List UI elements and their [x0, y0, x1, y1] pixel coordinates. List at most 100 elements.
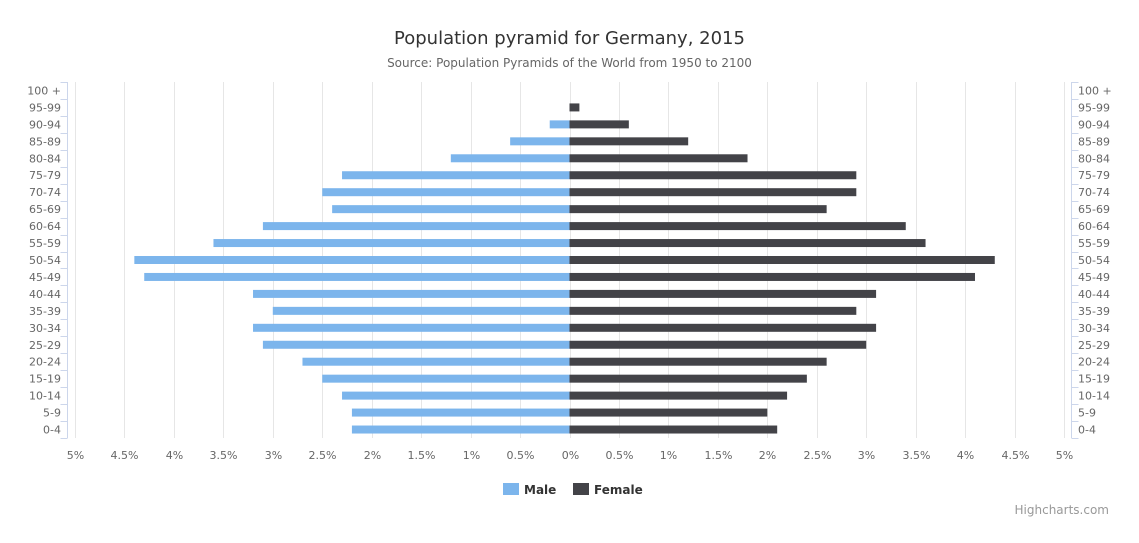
bar-male-50-54[interactable] [134, 256, 570, 264]
category-label-left: 5-9 [43, 407, 61, 420]
category-label-right: 90-94 [1078, 118, 1110, 131]
bar-male-25-29[interactable] [262, 340, 570, 349]
bar-female-25-29[interactable] [569, 340, 867, 349]
bar-male-90-94[interactable] [549, 120, 570, 129]
bar-male-85-89[interactable] [510, 137, 570, 146]
x-tick-label: 0.5% [507, 449, 535, 462]
category-label-right: 15-19 [1078, 373, 1110, 386]
bar-female-20-24[interactable] [569, 357, 827, 366]
category-label-right: 20-24 [1078, 356, 1110, 369]
legend-item-male[interactable]: Male [503, 483, 556, 497]
bar-female-35-39[interactable] [569, 306, 857, 315]
bar-female-90-94[interactable] [569, 120, 629, 129]
bar-female-30-34[interactable] [569, 323, 877, 332]
bar-female-80-84[interactable] [569, 154, 748, 163]
bar-male-60-64[interactable] [262, 222, 570, 231]
bar-male-80-84[interactable] [450, 154, 570, 163]
bar-female-55-59[interactable] [569, 239, 926, 248]
x-tick-label: 4% [957, 449, 974, 462]
x-tick-label: 1% [463, 449, 480, 462]
legend-label: Female [594, 483, 643, 497]
bar-male-65-69[interactable] [332, 205, 570, 214]
x-tick-label: 5% [67, 449, 84, 462]
credits-link[interactable]: Highcharts.com [1015, 503, 1109, 517]
category-label-left: 75-79 [29, 169, 61, 182]
bar-female-85-89[interactable] [569, 137, 689, 146]
bar-female-75-79[interactable] [569, 171, 857, 180]
category-label-right: 70-74 [1078, 186, 1110, 199]
bar-male-75-79[interactable] [342, 171, 570, 180]
bar-male-10-14[interactable] [342, 391, 570, 400]
x-tick-label: 3% [265, 449, 282, 462]
category-label-right: 95-99 [1078, 101, 1110, 114]
x-tick-label: 3% [858, 449, 875, 462]
bar-female-65-69[interactable] [569, 205, 827, 214]
category-label-left: 15-19 [29, 373, 61, 386]
bar-male-55-59[interactable] [213, 239, 570, 248]
category-label-right: 5-9 [1078, 407, 1096, 420]
category-label-right: 0-4 [1078, 424, 1096, 437]
x-tick-label: 3.5% [210, 449, 238, 462]
bar-female-60-64[interactable] [569, 222, 906, 231]
x-tick-label: 4.5% [111, 449, 139, 462]
legend-symbol [503, 483, 519, 495]
bar-female-50-54[interactable] [569, 256, 995, 264]
legend-symbol [573, 483, 589, 495]
axes: 5% 4.5% 4% 3.5% 3% 2.5% 2% 1.5% 1% 0.5% 0% 0.5% 1% 1.… [27, 82, 1112, 462]
bar-female-5-9[interactable] [569, 408, 768, 417]
bar-male-30-34[interactable] [253, 323, 570, 332]
bar-male-5-9[interactable] [351, 408, 570, 417]
x-tick-label: 1.5% [705, 449, 733, 462]
x-tick-label: 2.5% [804, 449, 832, 462]
bar-female-70-74[interactable] [569, 188, 857, 197]
bar-female-40-44[interactable] [569, 289, 877, 298]
bar-female-15-19[interactable] [569, 374, 807, 383]
category-label-left: 0-4 [43, 424, 61, 437]
category-label-right: 80-84 [1078, 152, 1110, 165]
category-label-right: 65-69 [1078, 203, 1110, 216]
bars [134, 103, 995, 434]
legend-label: Male [524, 483, 556, 497]
category-label-left: 95-99 [29, 101, 61, 114]
category-label-left: 40-44 [29, 288, 61, 301]
category-label-right: 60-64 [1078, 220, 1110, 233]
bar-female-95-99[interactable] [569, 103, 580, 112]
category-label-left: 25-29 [29, 339, 61, 352]
category-label-left: 35-39 [29, 305, 61, 318]
category-label-left: 85-89 [29, 135, 61, 148]
bar-male-40-44[interactable] [253, 289, 570, 298]
x-tick-label: 2% [759, 449, 776, 462]
bar-male-70-74[interactable] [322, 188, 570, 197]
x-tick-label: 4.5% [1002, 449, 1030, 462]
category-label-right: 30-34 [1078, 322, 1110, 335]
x-tick-label: 3.5% [903, 449, 931, 462]
category-label-right: 50-54 [1078, 254, 1110, 267]
category-label-left: 55-59 [29, 237, 61, 250]
category-label-right: 25-29 [1078, 339, 1110, 352]
category-label-right: 85-89 [1078, 135, 1110, 148]
x-tick-label: 1.5% [408, 449, 436, 462]
category-label-right: 10-14 [1078, 390, 1110, 403]
bar-male-20-24[interactable] [302, 357, 570, 366]
bar-male-0-4[interactable] [351, 425, 570, 434]
category-label-left: 30-34 [29, 322, 61, 335]
bar-female-10-14[interactable] [569, 391, 788, 400]
x-tick-label: 0.5% [606, 449, 634, 462]
bar-male-35-39[interactable] [272, 306, 570, 315]
category-label-left: 65-69 [29, 203, 61, 216]
category-label-left: 50-54 [29, 254, 61, 267]
bar-male-15-19[interactable] [322, 374, 570, 383]
x-tick-label: 4% [166, 449, 183, 462]
legend-item-female[interactable]: Female [573, 483, 643, 497]
bar-female-0-4[interactable] [569, 425, 778, 434]
bar-female-45-49[interactable] [569, 272, 975, 281]
bar-male-45-49[interactable] [144, 272, 570, 281]
category-label-right: 75-79 [1078, 169, 1110, 182]
category-label-right: 40-44 [1078, 288, 1110, 301]
x-tick-label: 0% [562, 449, 579, 462]
legend[interactable]: Male Female [503, 483, 643, 497]
category-label-right: 35-39 [1078, 305, 1110, 318]
category-label-right: 45-49 [1078, 271, 1110, 284]
